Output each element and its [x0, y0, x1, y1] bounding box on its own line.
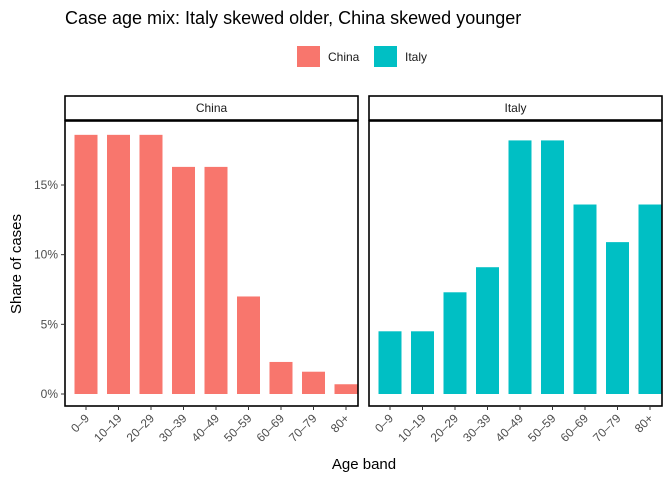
x-tick-label-china-3: 20–29 — [124, 411, 158, 445]
x-tick-label-italy-7: 60–69 — [558, 411, 592, 445]
bar-china-2 — [107, 134, 130, 394]
bar-china-9 — [334, 384, 358, 394]
panel-italy: Italy 0–9 10–19 20–29 30–39 40–49 50–59 60–69 70… — [368, 95, 663, 445]
bar-italy-1 — [378, 331, 402, 394]
bar-china-1 — [74, 134, 98, 394]
bar-china-4 — [172, 166, 195, 394]
facet-label-china: China — [196, 101, 228, 115]
legend-label-italy: Italy — [405, 50, 427, 64]
bar-china-7 — [269, 361, 293, 394]
chart-title: Case age mix: Italy skewed older, China … — [65, 8, 521, 28]
legend-label-china: China — [328, 50, 360, 64]
x-tick-label-china-6: 50–59 — [221, 411, 255, 445]
facet-strip-italy — [368, 95, 663, 121]
x-tick-label-italy-4: 30–39 — [460, 411, 494, 445]
x-tick-label-china-9: 80+ — [328, 411, 352, 435]
y-tick-label-1: 0% — [41, 387, 59, 401]
panel-china: China 0–9 10–19 20–29 30–39 40–49 50–59 60–69 70… — [34, 95, 359, 445]
bar-italy-9 — [638, 204, 662, 394]
bar-italy-3 — [443, 292, 467, 394]
panel-border-china — [64, 120, 359, 407]
x-tick-label-italy-9: 80+ — [632, 411, 656, 435]
x-tick-label-china-8: 70–79 — [286, 411, 320, 445]
x-tick-label-china-5: 40–49 — [189, 411, 223, 445]
bar-italy-7 — [573, 204, 597, 394]
y-axis-title: Share of cases — [8, 214, 25, 314]
x-tick-label-italy-1: 0–9 — [372, 411, 396, 435]
legend: China Italy — [297, 46, 427, 67]
legend-key-italy — [374, 46, 397, 67]
y-tick-label-3: 10% — [34, 248, 58, 262]
bar-china-5 — [204, 166, 228, 394]
bar-china-8 — [302, 371, 325, 394]
bar-italy-6 — [541, 140, 564, 394]
x-tick-label-china-1: 0–9 — [68, 411, 92, 435]
bar-china-3 — [139, 134, 163, 394]
x-tick-label-italy-8: 70–79 — [590, 411, 624, 445]
bar-italy-4 — [476, 267, 499, 394]
x-tick-label-italy-5: 40–49 — [493, 411, 527, 445]
x-tick-label-china-4: 30–39 — [156, 411, 190, 445]
bar-italy-5 — [508, 140, 532, 394]
bar-china-6 — [237, 296, 260, 394]
facet-strip-china — [64, 95, 359, 121]
x-tick-label-italy-2: 10–19 — [395, 411, 429, 445]
bar-italy-2 — [411, 331, 434, 394]
x-axis-title: Age band — [332, 456, 396, 473]
legend-key-china — [297, 46, 320, 67]
x-tick-label-china-2: 10–19 — [91, 411, 125, 445]
y-tick-label-4: 15% — [34, 178, 58, 192]
panel-border-italy — [368, 120, 663, 407]
x-tick-label-italy-6: 50–59 — [525, 411, 559, 445]
facet-label-italy: Italy — [504, 101, 526, 115]
x-tick-label-china-7: 60–69 — [254, 411, 288, 445]
x-tick-label-italy-3: 20–29 — [428, 411, 462, 445]
y-tick-label-2: 5% — [41, 317, 59, 331]
bar-italy-8 — [606, 242, 629, 394]
